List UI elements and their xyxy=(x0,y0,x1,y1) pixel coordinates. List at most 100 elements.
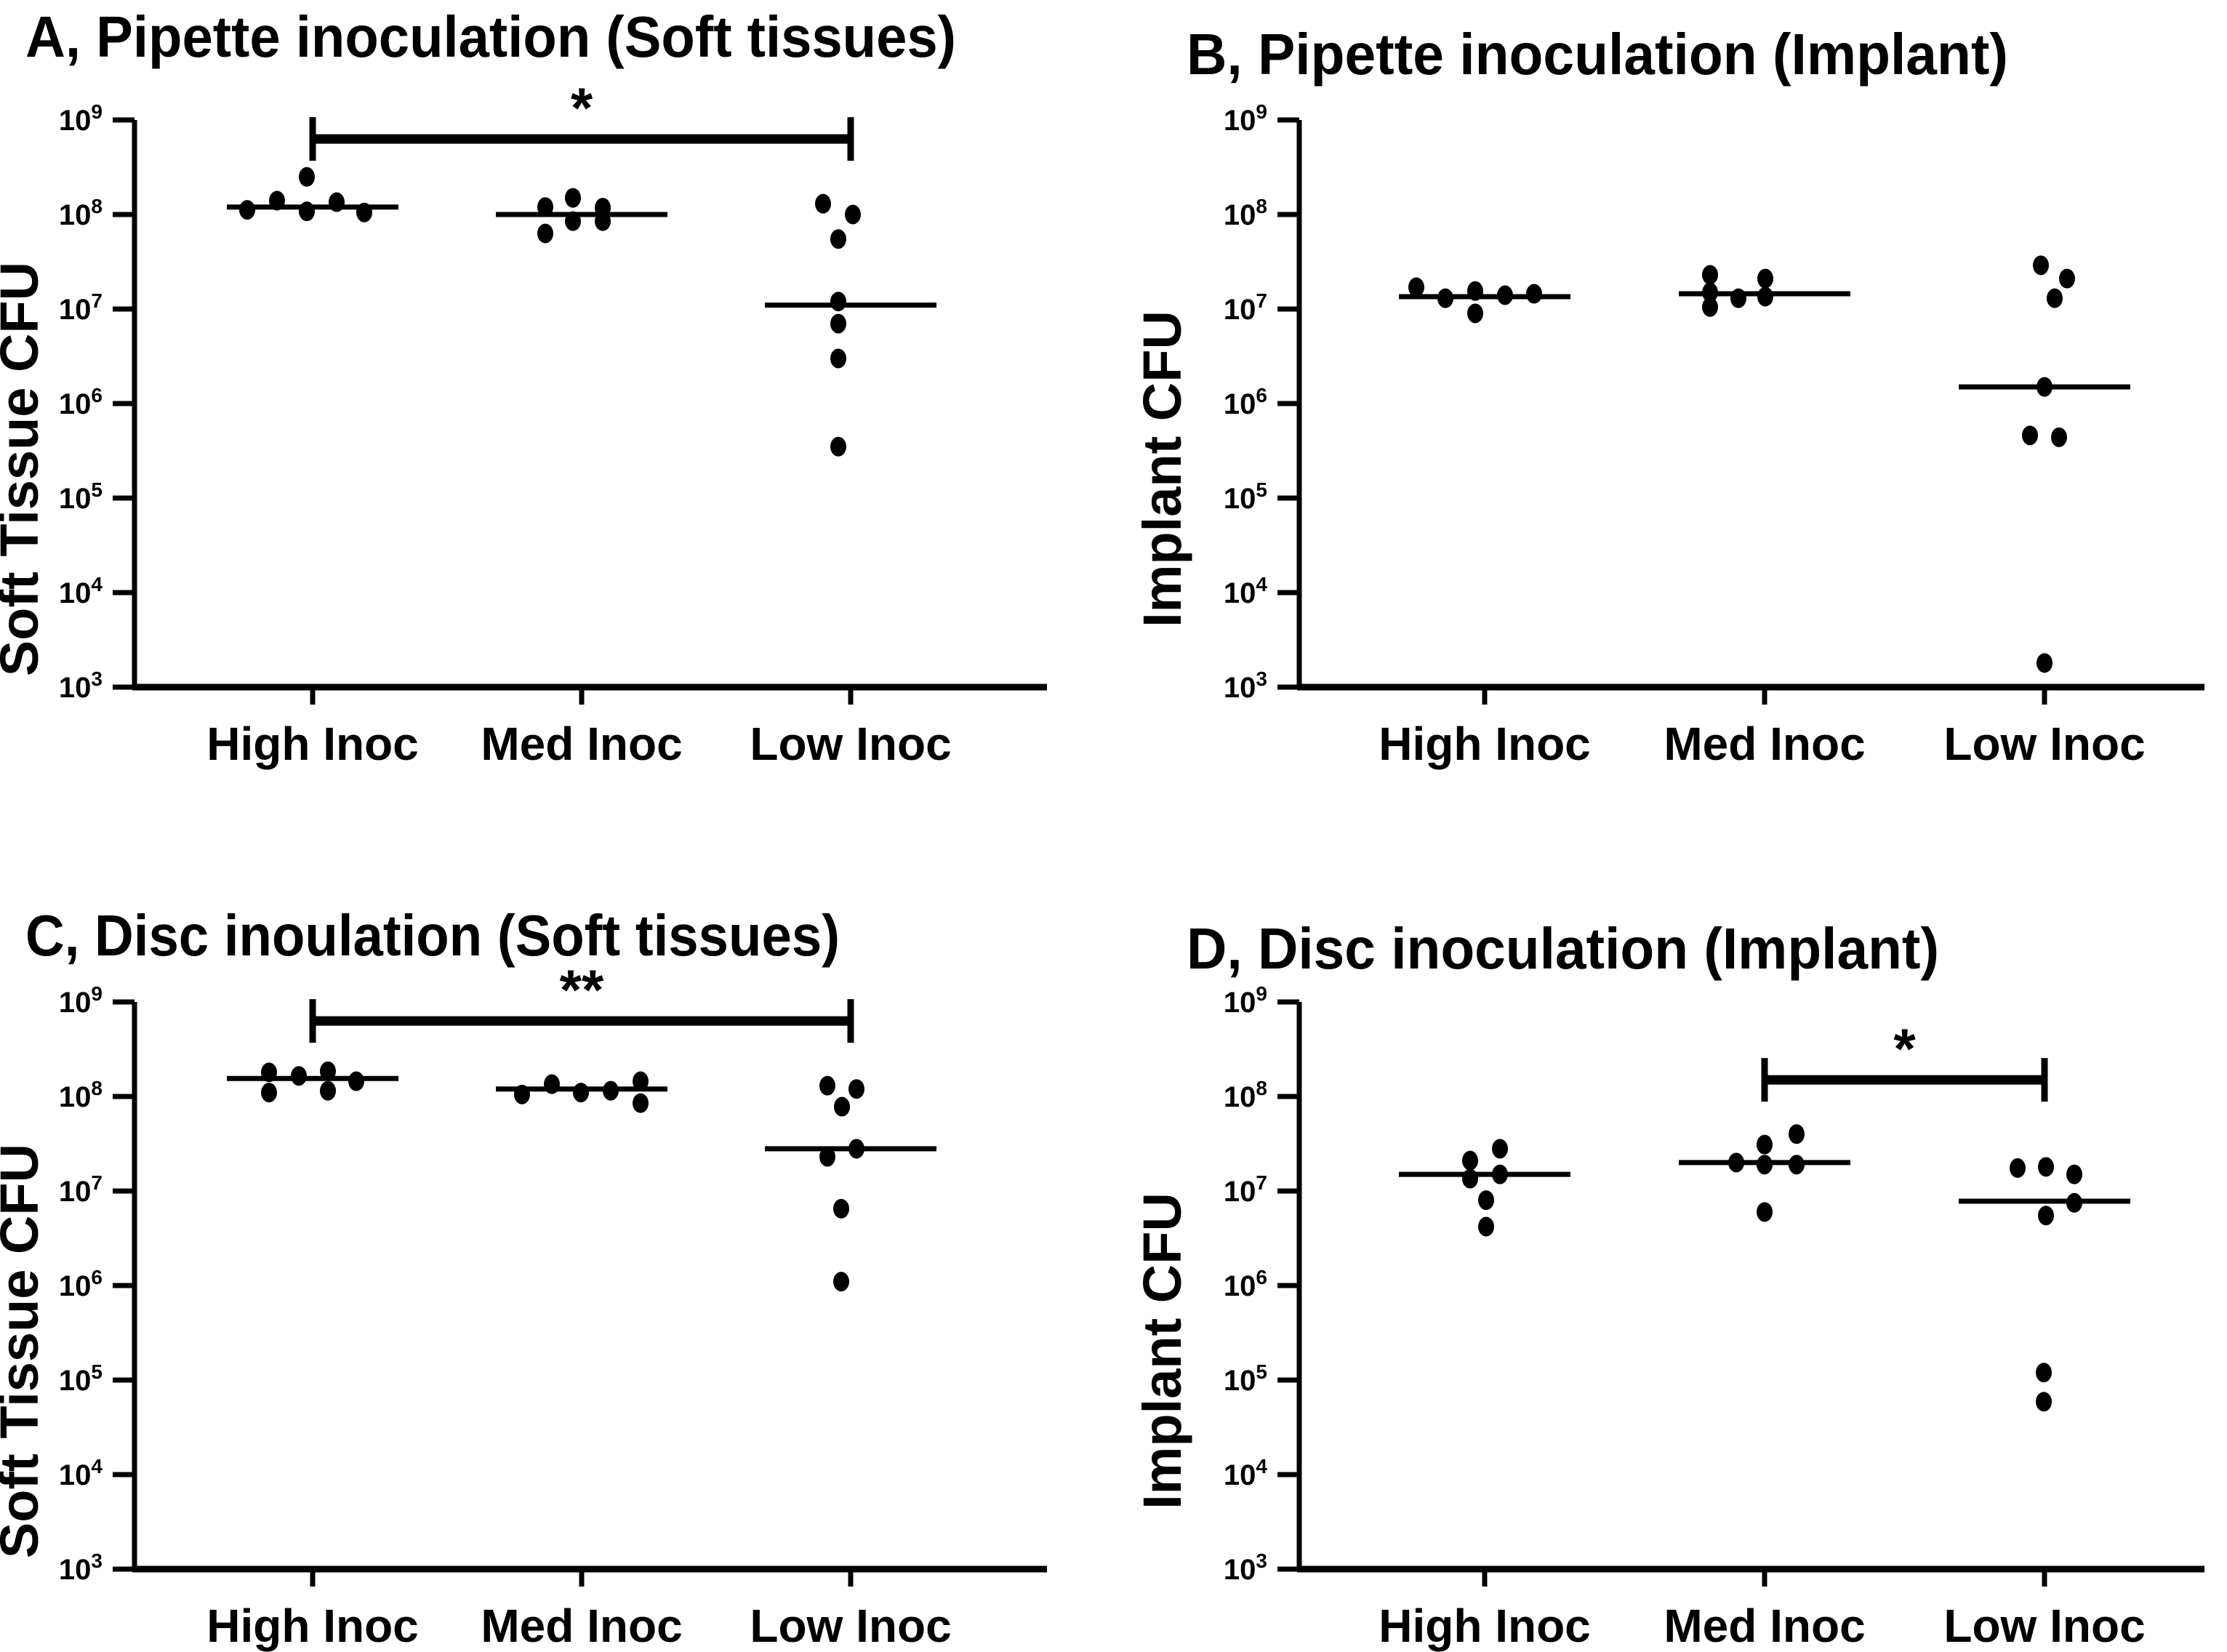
data-point xyxy=(1757,268,1773,289)
group-med-inoc xyxy=(1679,1124,1850,1222)
panel-b-pipette-implant: B, Pipette inoculation (Implant) Implant … xyxy=(1114,0,2227,826)
data-point xyxy=(1492,1164,1508,1184)
data-point xyxy=(595,198,611,218)
data-point xyxy=(834,1096,850,1117)
data-point xyxy=(2036,1392,2052,1412)
data-point xyxy=(1462,1150,1478,1171)
panel-title: D, Disc inoculation (Implant) xyxy=(1187,916,1939,981)
significance-label: * xyxy=(571,76,593,140)
significance-bracket: * xyxy=(309,76,854,161)
group-high-inoc xyxy=(227,1061,398,1103)
data-point xyxy=(299,201,315,222)
x-category-label: Low Inoc xyxy=(750,718,951,770)
x-category-label: Low Inoc xyxy=(1943,718,2145,770)
y-tick-label: 109 xyxy=(1224,982,1267,1019)
data-point xyxy=(1497,285,1513,305)
y-tick-label: 107 xyxy=(59,289,103,326)
y-tick-label: 108 xyxy=(59,1077,103,1113)
data-point xyxy=(2038,1206,2054,1226)
data-point xyxy=(537,223,553,244)
panel-title: C, Disc inoulation (Soft tissues) xyxy=(25,903,840,968)
data-point xyxy=(269,191,285,211)
panel-title: B, Pipette inoculation (Implant) xyxy=(1187,22,2008,87)
data-point xyxy=(830,292,846,312)
data-point xyxy=(329,192,345,212)
x-category-label: Med Inoc xyxy=(1664,718,1865,770)
data-point xyxy=(819,1147,835,1167)
significance-bracket: * xyxy=(1761,1017,2048,1102)
data-point xyxy=(239,200,255,220)
y-tick-label: 105 xyxy=(59,1360,103,1397)
y-axis-title: Implant CFU xyxy=(1132,310,1192,627)
data-point xyxy=(2037,377,2053,397)
data-point xyxy=(1467,303,1483,324)
significance-label: * xyxy=(1893,1017,1916,1080)
x-category-label: Med Inoc xyxy=(1664,1600,1865,1652)
data-point xyxy=(1478,1216,1494,1237)
y-tick-label: 108 xyxy=(1224,195,1267,231)
data-point xyxy=(819,1075,835,1096)
x-category-label: High Inoc xyxy=(206,1600,419,1652)
panel-title: A, Pipette inoculation (Soft tissues) xyxy=(25,4,956,69)
y-tick-label: 109 xyxy=(1224,100,1267,137)
y-tick-label: 105 xyxy=(59,478,103,515)
data-point xyxy=(1702,265,1718,285)
panel-a-pipette-soft-tissue: A, Pipette inoculation (Soft tissues) Sof… xyxy=(0,0,1113,826)
y-tick-label: 105 xyxy=(1224,1360,1267,1397)
data-point xyxy=(320,1061,336,1081)
data-point xyxy=(2036,1363,2052,1383)
data-point xyxy=(573,1083,589,1103)
data-point xyxy=(830,313,846,334)
significance-bracket: ** xyxy=(309,958,854,1043)
y-tick-label: 107 xyxy=(1224,1171,1267,1208)
group-low-inoc xyxy=(1959,1157,2130,1412)
data-point xyxy=(2051,427,2067,447)
y-tick-label: 106 xyxy=(59,1266,103,1302)
data-point xyxy=(1730,288,1746,308)
x-category-label: Med Inoc xyxy=(481,1600,682,1652)
panel-d-chart: D, Disc inoculation (Implant) Implant CFU… xyxy=(1132,916,2204,1652)
y-tick-label: 106 xyxy=(1224,1266,1267,1302)
data-point xyxy=(2066,1192,2082,1213)
data-point xyxy=(633,1093,649,1113)
panel-c-chart: C, Disc inoulation (Soft tissues) Soft Ti… xyxy=(0,903,1047,1652)
data-point xyxy=(356,202,372,222)
y-tick-label: 107 xyxy=(1224,289,1267,326)
x-category-label: High Inoc xyxy=(1379,718,1591,770)
y-tick-label: 109 xyxy=(59,100,103,137)
x-category-label: Low Inoc xyxy=(750,1600,951,1652)
data-point xyxy=(830,436,846,457)
data-point xyxy=(633,1071,649,1091)
data-point xyxy=(1728,1152,1744,1173)
y-tick-label: 108 xyxy=(59,195,103,231)
y-tick-label: 108 xyxy=(1224,1077,1267,1113)
data-point xyxy=(2037,653,2053,673)
data-point xyxy=(261,1062,277,1083)
data-point xyxy=(2059,268,2075,289)
data-point xyxy=(833,1198,849,1219)
x-category-label: Med Inoc xyxy=(481,718,682,770)
panel-b-chart: B, Pipette inoculation (Implant) Implant … xyxy=(1132,22,2204,770)
data-point xyxy=(544,1074,560,1094)
data-point xyxy=(299,167,315,187)
group-high-inoc xyxy=(227,167,398,222)
data-point xyxy=(1757,1155,1773,1175)
data-point xyxy=(1789,1155,1805,1175)
data-point xyxy=(320,1080,336,1101)
group-high-inoc xyxy=(1399,1139,1570,1237)
data-point xyxy=(595,211,611,231)
data-point xyxy=(2038,1157,2054,1177)
group-low-inoc xyxy=(1959,255,2130,673)
group-low-inoc xyxy=(765,1075,936,1292)
data-point xyxy=(565,188,581,208)
data-point xyxy=(291,1066,307,1086)
data-point xyxy=(348,1071,364,1091)
y-tick-label: 104 xyxy=(59,1455,103,1491)
y-tick-label: 105 xyxy=(1224,478,1267,515)
y-tick-label: 106 xyxy=(59,384,103,420)
data-point xyxy=(848,1079,864,1099)
data-point xyxy=(2066,1164,2082,1184)
data-point xyxy=(1408,277,1424,297)
data-point xyxy=(2047,288,2063,308)
